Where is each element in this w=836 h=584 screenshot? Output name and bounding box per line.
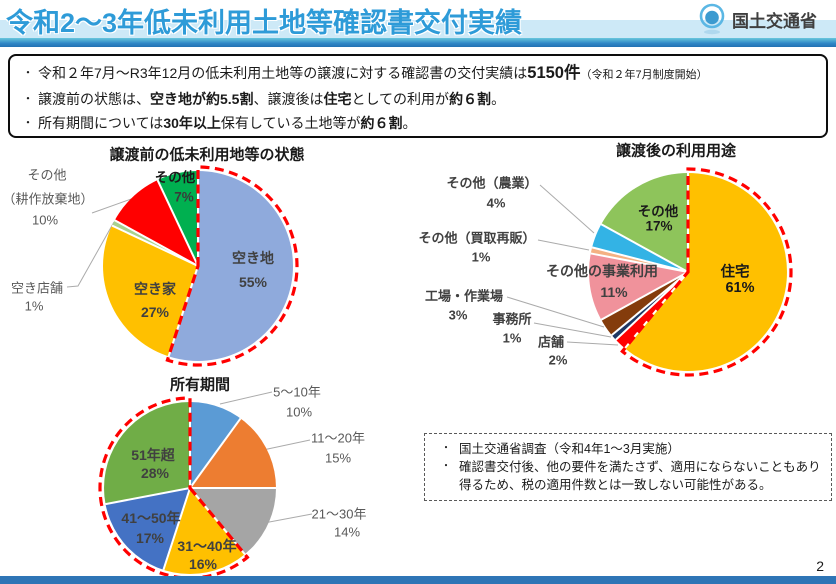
- pie-chart-after-transfer: [581, 165, 795, 379]
- pie3-label: 41～50年: [121, 510, 181, 526]
- pie3-value: 10%: [285, 404, 313, 420]
- chart2-title: 譲渡後の利用用途: [615, 142, 737, 160]
- agency-logo: 国土交通省: [698, 3, 817, 35]
- pie2-highlight-outline: [590, 167, 793, 377]
- source-note-box: ・ 国土交通省調査（令和4年1～3月実施） ・ 確認書交付後、他の要件を満たさず…: [424, 433, 832, 501]
- bullet-icon: ・: [22, 93, 34, 105]
- pie2-value: 3%: [448, 307, 468, 323]
- pie1-label: 空き店舗: [10, 280, 64, 296]
- summary-bullet-2-text: 譲渡前の状態は、空き地が約5.5割、譲渡後は住宅としての利用が約６割。: [38, 91, 506, 107]
- bullet-icon: ・: [22, 117, 34, 129]
- pie3-label: 21～30年: [311, 506, 367, 522]
- pie2-value: 1%: [502, 330, 522, 346]
- pie2-label: 店舗: [537, 334, 565, 350]
- pie2-value: 4%: [486, 195, 506, 211]
- pie1-value: 10%: [31, 212, 59, 228]
- pie2-label: 工場・作業場: [424, 288, 504, 304]
- mlit-logo-icon: [699, 3, 725, 35]
- note-item-text: 国土交通省調査（令和4年1～3月実施）: [459, 442, 680, 456]
- summary-box: ・ 令和２年7月～R3年12月の低未利用土地等の譲渡に対する確認書の交付実績は5…: [8, 54, 828, 138]
- agency-name: 国土交通省: [732, 11, 817, 31]
- pie3-label: 51年超: [131, 447, 175, 463]
- pie1-label: 空き家: [134, 281, 176, 297]
- pie1-value: 27%: [140, 304, 170, 320]
- pie2-value: 2%: [548, 352, 568, 368]
- pie3-value: 16%: [188, 556, 218, 572]
- pie2-label: 住宅: [720, 264, 750, 281]
- pie2-value: 17%: [645, 218, 673, 234]
- pie-chart-before-transfer: [95, 163, 301, 369]
- note-item-text: 確認書交付後、他の要件を満たさず、適用にならないこともあり得るため、税の適用件数…: [459, 460, 821, 492]
- pie2-label: その他: [637, 204, 679, 219]
- pie1-value: 55%: [238, 274, 268, 290]
- pie3-label: 5～10年: [273, 384, 321, 400]
- pie1-label: （耕作放棄地）: [2, 191, 94, 207]
- pie3-label: 11～20年: [311, 430, 365, 446]
- pie2-value: 1%: [471, 249, 491, 265]
- chart1-title: 譲渡前の低未利用地等の状態: [109, 146, 305, 164]
- header-bar: [0, 38, 836, 47]
- pie3-value: 28%: [140, 465, 170, 481]
- summary-bullet-2: ・ 譲渡前の状態は、空き地が約5.5割、譲渡後は住宅としての利用が約６割。: [18, 87, 816, 111]
- summary-bullet-1-text: 令和２年7月～R3年12月の低未利用土地等の譲渡に対する確認書の交付実績は515…: [38, 64, 708, 82]
- chart3-title: 所有期間: [169, 376, 231, 394]
- pie1-highlight-outline: [111, 165, 299, 367]
- pie2-value: 11%: [600, 284, 628, 300]
- summary-bullet-1: ・ 令和２年7月～R3年12月の低未利用土地等の譲渡に対する確認書の交付実績は5…: [18, 61, 816, 87]
- pie2-label: その他（買取再販）: [418, 230, 536, 246]
- footer-bar: [0, 576, 836, 584]
- summary-bullet-3: ・ 所有期間については30年以上保有している土地等が約６割。: [18, 111, 816, 135]
- pie3-value: 14%: [333, 524, 361, 540]
- bullet-icon: ・: [22, 67, 34, 79]
- pie2-label: その他（農業）: [446, 175, 538, 191]
- pie1-value: 1%: [24, 298, 44, 314]
- pie3-value: 15%: [324, 450, 352, 466]
- pie-chart-ownership-period: [96, 394, 284, 582]
- pie1-label: その他: [27, 167, 67, 183]
- bullet-icon: ・: [441, 443, 451, 454]
- page-number: 2: [816, 558, 824, 574]
- pie2-value: 61%: [725, 280, 755, 296]
- pie1-label: その他: [154, 170, 196, 185]
- pie2-label: 事務所: [492, 311, 532, 327]
- pie1-label: 空き地: [232, 250, 274, 266]
- pie2-label: その他の事業利用: [546, 263, 658, 279]
- pie3-value: 17%: [135, 530, 165, 546]
- bullet-icon: ・: [441, 461, 451, 472]
- pie1-value: 7%: [174, 189, 194, 205]
- note-item: ・ 国土交通省調査（令和4年1～3月実施）: [433, 440, 823, 458]
- summary-bullet-3-text: 所有期間については30年以上保有している土地等が約６割。: [38, 115, 417, 131]
- note-item: ・ 確認書交付後、他の要件を満たさず、適用にならないこともあり得るため、税の適用…: [433, 458, 823, 494]
- page-title: 令和2～3年低未利用土地等確認書交付実績: [6, 8, 523, 38]
- pie3-label: 31～40年: [177, 538, 237, 554]
- header-strip: [0, 20, 836, 38]
